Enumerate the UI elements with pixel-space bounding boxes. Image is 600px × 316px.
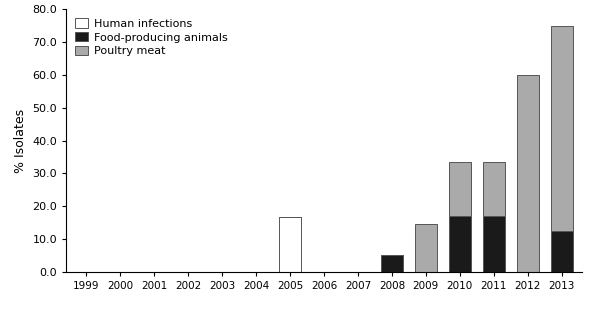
Bar	[551, 231, 572, 272]
Bar	[517, 75, 539, 272]
Legend: Human infections, Food-producing animals, Poultry meat: Human infections, Food-producing animals…	[71, 15, 231, 60]
Bar	[449, 216, 471, 272]
Bar	[279, 217, 301, 272]
Bar	[381, 255, 403, 272]
Bar	[483, 162, 505, 216]
Bar	[449, 162, 471, 216]
Bar	[483, 216, 505, 272]
Bar	[415, 224, 437, 272]
Y-axis label: % Isolates: % Isolates	[14, 109, 26, 173]
Bar	[551, 26, 572, 231]
